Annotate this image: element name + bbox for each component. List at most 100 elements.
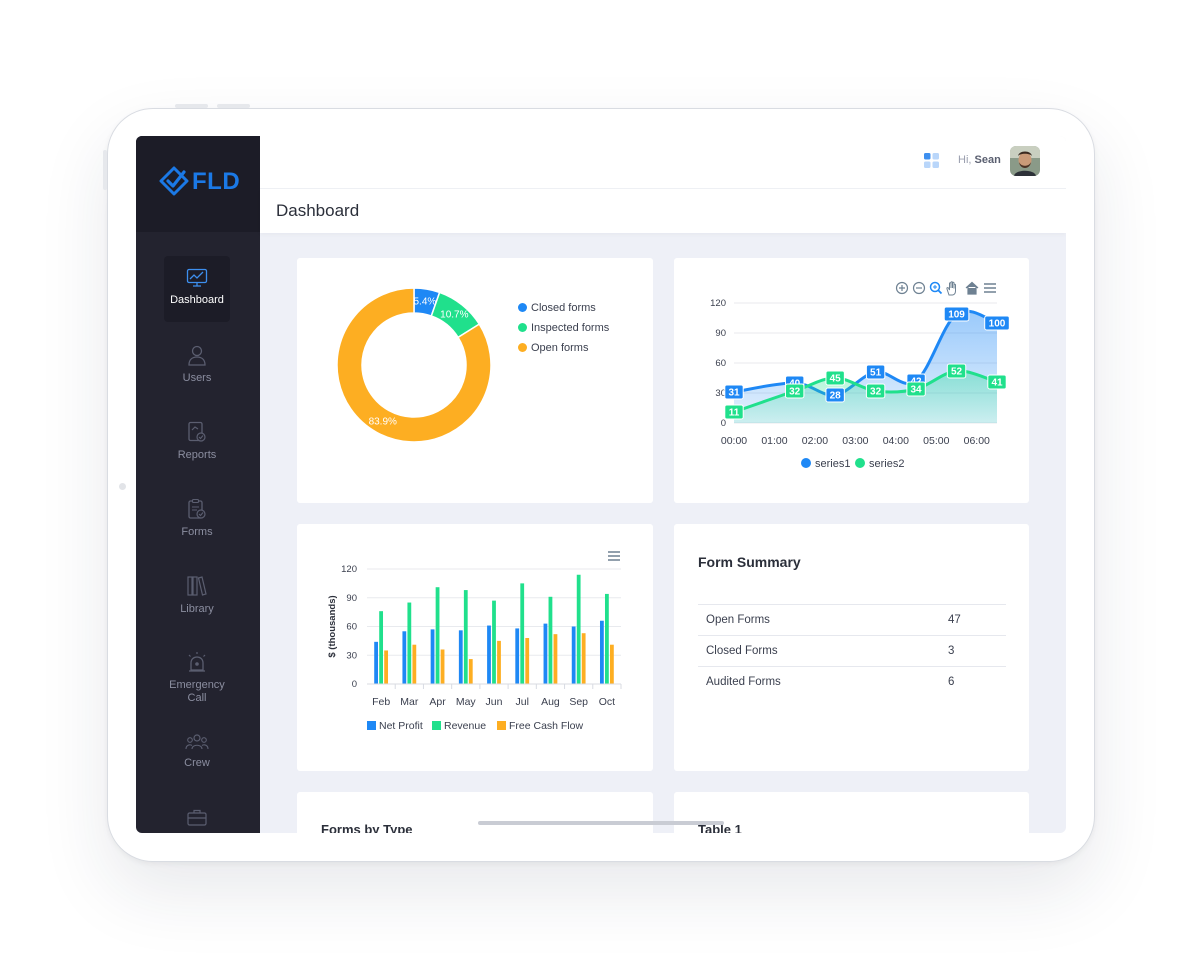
sidebar-item-library[interactable]: Library [164, 575, 230, 616]
data-label: 41 [991, 378, 1003, 389]
x-tick-label: 02:00 [802, 435, 828, 447]
donut-slice-2[interactable] [336, 287, 492, 443]
sidebar-item-reports[interactable]: Reports [164, 421, 230, 462]
data-point-series2[interactable] [724, 404, 744, 420]
legend-marker[interactable] [497, 721, 506, 730]
data-label: 45 [830, 374, 842, 385]
user-icon [188, 345, 206, 366]
selection-zoom-icon[interactable] [929, 281, 943, 295]
user-greeting[interactable]: Hi, Sean [958, 154, 1001, 166]
bar-free-cash-flow[interactable] [412, 644, 417, 684]
bar-net-profit[interactable] [430, 629, 435, 684]
dashboard-icon [186, 268, 208, 287]
title-bar: Dashboard [260, 189, 1066, 233]
area-chart: 0 30 60 90 120 00:00 01:00 02:00 03:00 04:00 05:00… [710, 298, 1010, 470]
bar-net-profit[interactable] [599, 620, 604, 684]
power-button [103, 150, 107, 190]
logo[interactable]: FLD [136, 136, 260, 232]
bar-revenue[interactable] [463, 590, 468, 684]
bar-revenue[interactable] [548, 596, 553, 684]
data-label: 32 [870, 387, 882, 398]
x-tick-label: 03:00 [842, 435, 868, 447]
bar-free-cash-flow[interactable] [497, 640, 501, 684]
sidebar-item-crew[interactable]: Crew [164, 733, 230, 770]
data-point-series2[interactable] [825, 370, 845, 386]
y-tick-label: 60 [715, 358, 726, 369]
menu-icon[interactable] [607, 550, 621, 562]
bar-free-cash-flow[interactable] [525, 638, 530, 684]
bar-net-profit[interactable] [402, 631, 407, 684]
legend-label[interactable]: Revenue [444, 720, 486, 732]
data-point-series2[interactable] [946, 363, 967, 379]
legend-marker[interactable] [855, 458, 865, 468]
data-point-series2[interactable] [987, 374, 1007, 390]
bar-free-cash-flow[interactable] [440, 649, 445, 685]
bar-free-cash-flow[interactable] [384, 650, 389, 684]
bar-revenue[interactable] [379, 611, 384, 684]
home-reset-icon[interactable] [965, 281, 979, 295]
zoom-in-icon[interactable] [895, 281, 909, 295]
data-label: 52 [951, 367, 963, 378]
sidebar-item-forms[interactable]: Forms [164, 498, 230, 539]
slice-value-label: 5.4% [413, 296, 436, 307]
bar-free-cash-flow[interactable] [553, 634, 558, 684]
data-point-series1[interactable] [825, 387, 845, 403]
bar-revenue[interactable] [576, 574, 581, 684]
data-label: 28 [830, 391, 842, 402]
bar-net-profit[interactable] [374, 641, 379, 684]
y-tick-label: 90 [715, 328, 726, 339]
bar-revenue[interactable] [435, 587, 440, 684]
bar-net-profit[interactable] [571, 626, 576, 685]
data-label: 34 [911, 385, 923, 396]
legend-item-closed-forms[interactable]: Closed forms [518, 302, 596, 314]
sidebar-item-users[interactable]: Users [164, 344, 230, 385]
menu-icon[interactable] [984, 283, 996, 293]
sidebar-item-emergency-call[interactable]: Emergency Call [164, 651, 230, 705]
logo-check-icon [159, 166, 189, 196]
x-tick-label: May [456, 696, 477, 708]
bar-revenue[interactable] [604, 593, 609, 684]
legend-item-inspected-forms[interactable]: Inspected forms [518, 322, 609, 334]
sidebar-item-label: Library [180, 603, 214, 615]
legend-label[interactable]: Free Cash Flow [509, 720, 584, 732]
data-point-series1[interactable] [724, 384, 744, 400]
bar-revenue[interactable] [520, 583, 525, 684]
table-row: Open Forms 47 [698, 604, 1006, 636]
bar-net-profit[interactable] [458, 630, 463, 684]
legend-marker[interactable] [801, 458, 811, 468]
legend-label[interactable]: series2 [869, 458, 904, 470]
legend-label[interactable]: Net Profit [379, 720, 423, 732]
bar-free-cash-flow[interactable] [609, 644, 614, 684]
legend-label[interactable]: series1 [815, 458, 850, 470]
data-point-series2[interactable] [906, 381, 926, 397]
bar-revenue[interactable] [492, 600, 496, 684]
zoom-out-icon[interactable] [912, 281, 926, 295]
forms-icon [188, 498, 206, 519]
data-point-series1[interactable] [943, 306, 970, 322]
data-point-series1[interactable] [984, 315, 1010, 331]
bar-net-profit[interactable] [543, 623, 548, 684]
pan-hand-icon[interactable] [946, 281, 956, 296]
data-point-series2[interactable] [865, 383, 886, 399]
home-indicator[interactable] [478, 821, 724, 825]
row-value: 47 [940, 604, 1006, 636]
apps-grid-icon[interactable] [924, 153, 940, 169]
bar-free-cash-flow[interactable] [468, 659, 473, 684]
data-point-series1[interactable] [865, 364, 886, 380]
bar-net-profit[interactable] [487, 625, 491, 684]
bar-net-profit[interactable] [515, 628, 520, 684]
table-row: Audited Forms 6 [698, 666, 1006, 697]
legend-item-open-forms[interactable]: Open forms [518, 342, 588, 354]
avatar[interactable] [1010, 146, 1040, 176]
sidebar-item-more[interactable] [164, 808, 230, 826]
bar-free-cash-flow[interactable] [581, 633, 586, 684]
data-point-series2[interactable] [784, 383, 805, 399]
slice-value-label: 10.7% [440, 310, 468, 321]
sidebar-item-dashboard[interactable]: Dashboard [164, 256, 230, 322]
row-label: Closed Forms [698, 635, 940, 667]
avatar-image [1010, 146, 1040, 176]
sidebar-item-label: Forms [181, 526, 213, 538]
bar-revenue[interactable] [407, 602, 412, 684]
legend-marker[interactable] [367, 721, 376, 730]
legend-marker[interactable] [432, 721, 441, 730]
